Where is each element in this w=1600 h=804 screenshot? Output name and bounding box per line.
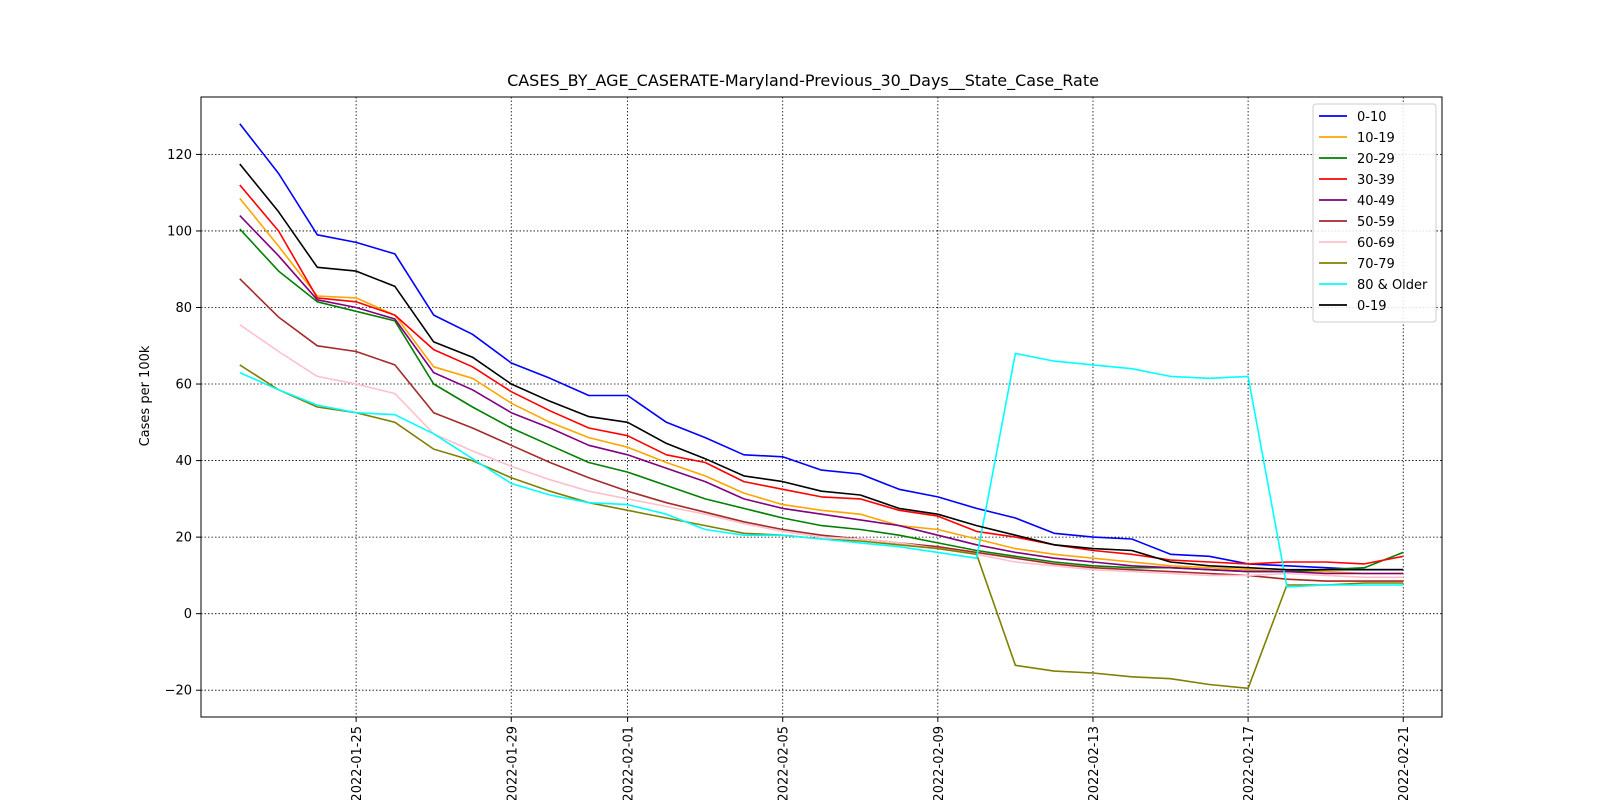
legend-label: 20-29 bbox=[1357, 152, 1395, 167]
series-line-0-19 bbox=[239, 163, 1404, 571]
x-tick-label: 2022-01-25 bbox=[350, 726, 365, 800]
legend-label: 0-19 bbox=[1357, 299, 1387, 314]
series-line-10-19 bbox=[239, 197, 1404, 575]
y-tick-label: 100 bbox=[167, 224, 192, 239]
legend-label: 80 & Older bbox=[1357, 278, 1428, 293]
grid-lines bbox=[201, 97, 1442, 717]
x-axis-ticks: 2022-01-25 2022-01-29 2022-02-01 2022-02-05… bbox=[350, 717, 1412, 802]
legend-label: 40-49 bbox=[1357, 194, 1395, 209]
legend-label: 10-19 bbox=[1357, 131, 1395, 146]
y-tick-label: −20 bbox=[165, 684, 192, 699]
x-tick-label: 2022-02-05 bbox=[777, 726, 792, 800]
legend: 0-10 10-19 20-29 30-39 40-49 50-59 60-69 70-79 8… bbox=[1312, 103, 1437, 323]
y-tick-label: 20 bbox=[175, 531, 192, 546]
chart-title: CASES_BY_AGE_CASERATE-Maryland-Previous_… bbox=[507, 71, 1099, 91]
series-line-0-10 bbox=[239, 123, 1404, 571]
legend-label: 50-59 bbox=[1357, 215, 1395, 230]
series-line-30-39 bbox=[239, 184, 1404, 565]
x-tick-label: 2022-02-17 bbox=[1242, 726, 1257, 800]
legend-label: 70-79 bbox=[1357, 257, 1395, 272]
plot-frame bbox=[200, 96, 1443, 718]
y-tick-label: 40 bbox=[175, 454, 192, 469]
x-tick-label: 2022-02-09 bbox=[932, 726, 947, 800]
series-line-80-older bbox=[239, 352, 1404, 588]
x-tick-label: 2022-02-13 bbox=[1087, 726, 1102, 800]
series-lines bbox=[239, 123, 1404, 690]
legend-label: 60-69 bbox=[1357, 236, 1395, 251]
x-tick-label: 2022-01-29 bbox=[505, 726, 520, 800]
y-tick-label: 60 bbox=[175, 378, 192, 393]
x-tick-label: 2022-02-01 bbox=[622, 726, 637, 800]
series-line-20-29 bbox=[239, 228, 1404, 573]
y-tick-label: 0 bbox=[184, 607, 192, 622]
x-tick-label: 2022-02-21 bbox=[1397, 726, 1412, 800]
legend-label: 30-39 bbox=[1357, 173, 1395, 188]
y-tick-label: 80 bbox=[175, 301, 192, 316]
series-line-40-49 bbox=[239, 215, 1404, 575]
y-tick-label: 120 bbox=[167, 148, 192, 163]
y-axis-label: Cases per 100k bbox=[138, 345, 153, 446]
y-axis-ticks: −20 0 20 40 60 80 100 120 bbox=[165, 148, 201, 699]
legend-label: 0-10 bbox=[1357, 110, 1387, 125]
series-line-50-59 bbox=[239, 278, 1404, 582]
